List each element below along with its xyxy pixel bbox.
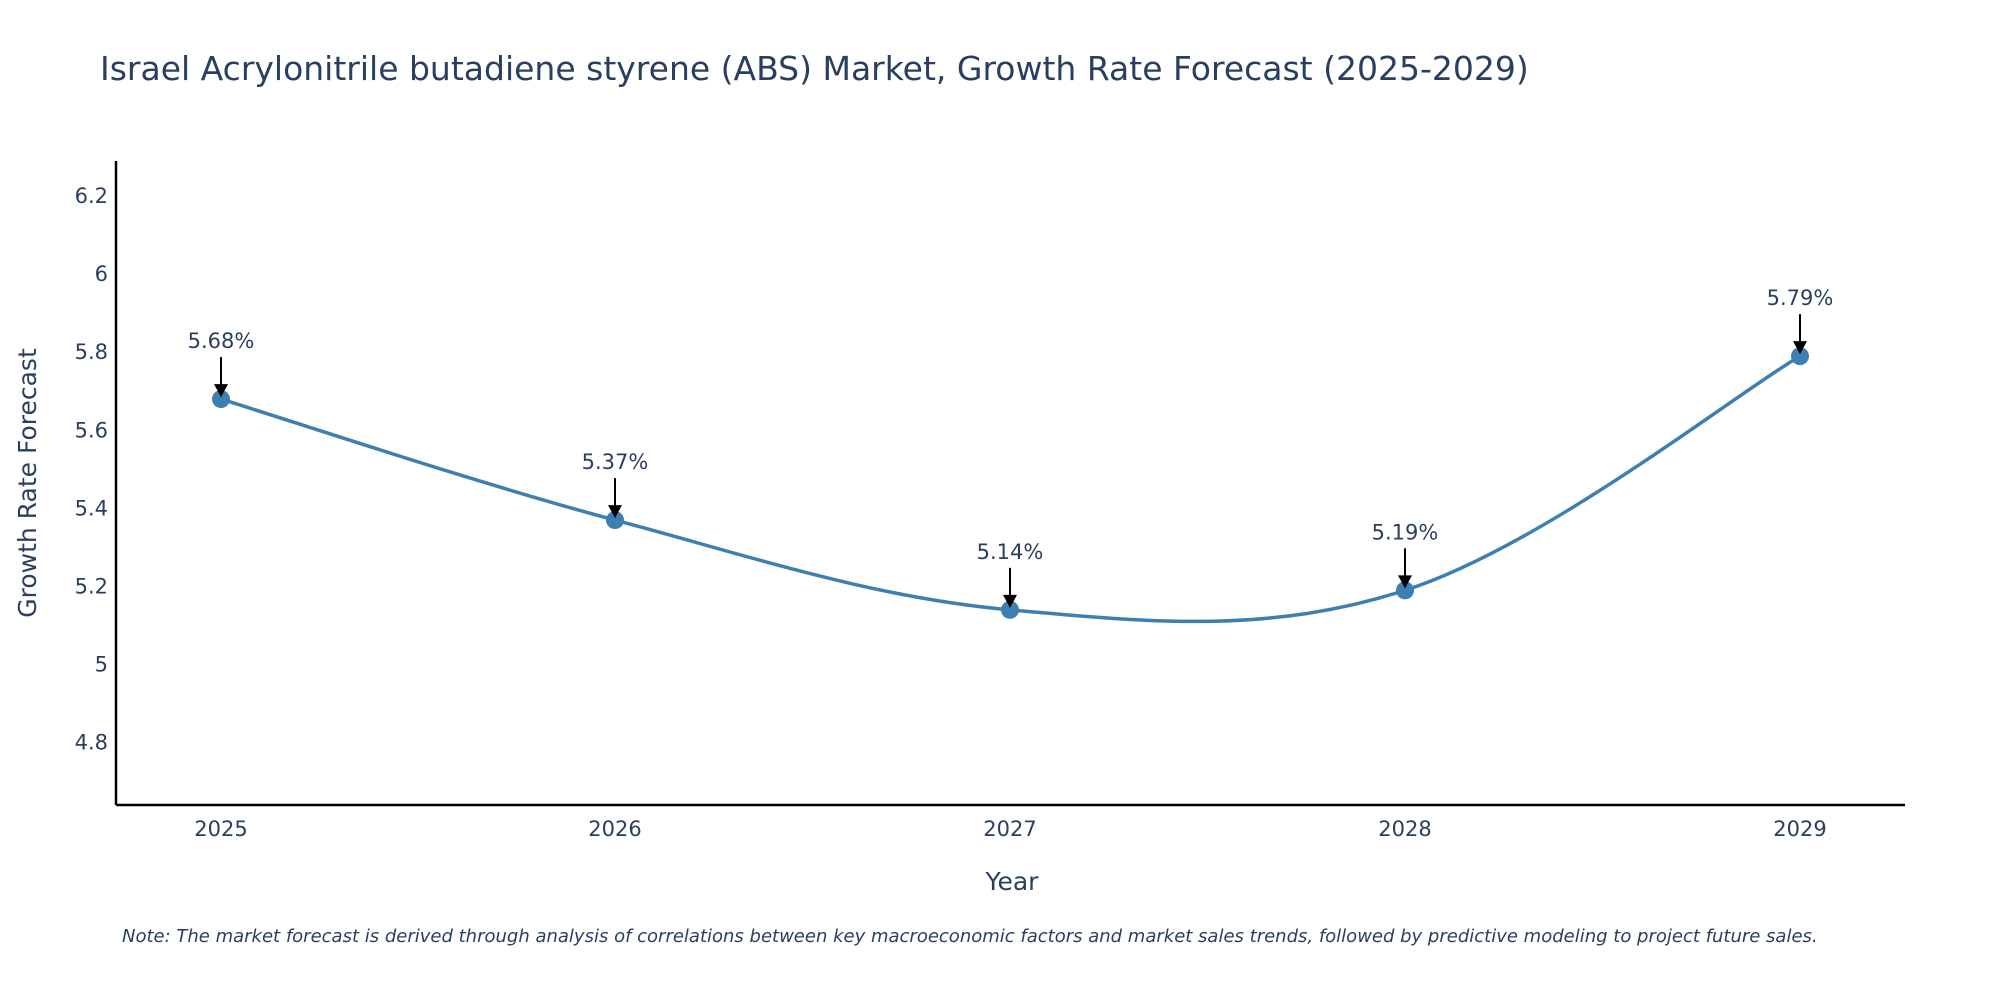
data-point-marker xyxy=(212,390,230,409)
annotation-arrow-head xyxy=(1398,575,1412,589)
y-axis-title: Growth Rate Forecast xyxy=(13,348,42,618)
x-tick-label: 2029 xyxy=(1773,817,1826,841)
y-tick-label: 5.6 xyxy=(75,418,108,442)
data-point-marker xyxy=(1001,600,1019,619)
x-axis-ticks: 2025 2026 2027 2028 2029 xyxy=(194,817,1826,841)
y-tick-label: 6 xyxy=(95,262,108,286)
data-label: 5.68% xyxy=(188,329,255,353)
annotation-arrow-head xyxy=(1793,341,1807,355)
y-tick-label: 5.4 xyxy=(75,496,108,520)
x-tick-label: 2027 xyxy=(983,817,1036,841)
data-label: 5.14% xyxy=(977,540,1044,564)
x-tick-label: 2025 xyxy=(194,817,247,841)
data-label: 5.79% xyxy=(1767,286,1834,310)
data-label: 5.19% xyxy=(1372,520,1439,544)
chart-title: Israel Acrylonitrile butadiene styrene (… xyxy=(100,49,1529,88)
annotation-arrow-head xyxy=(608,505,622,519)
x-tick-label: 2028 xyxy=(1378,817,1431,841)
data-label: 5.37% xyxy=(582,450,649,474)
annotation-arrow-head xyxy=(214,384,228,398)
data-point-marker xyxy=(1396,581,1414,600)
y-tick-label: 6.2 xyxy=(75,184,108,208)
chart-note: Note: The market forecast is derived thr… xyxy=(122,926,1818,947)
data-point-marker xyxy=(1791,347,1809,366)
x-tick-label: 2026 xyxy=(588,817,641,841)
y-tick-label: 5.8 xyxy=(75,340,108,364)
annotation-arrow-head xyxy=(1003,594,1017,608)
x-axis-title: Year xyxy=(985,867,1040,896)
y-axis-ticks: 4.8 5 5.2 5.4 5.6 5.8 6 6.2 xyxy=(75,184,108,754)
series-markers xyxy=(212,347,1809,619)
data-point-marker xyxy=(606,511,624,530)
data-label-annotations: 5.68% 5.37% 5.14% 5.19% 5.79% xyxy=(188,286,1834,608)
y-tick-label: 5.2 xyxy=(75,574,108,598)
y-tick-label: 4.8 xyxy=(75,731,108,755)
y-tick-label: 5 xyxy=(95,652,108,676)
